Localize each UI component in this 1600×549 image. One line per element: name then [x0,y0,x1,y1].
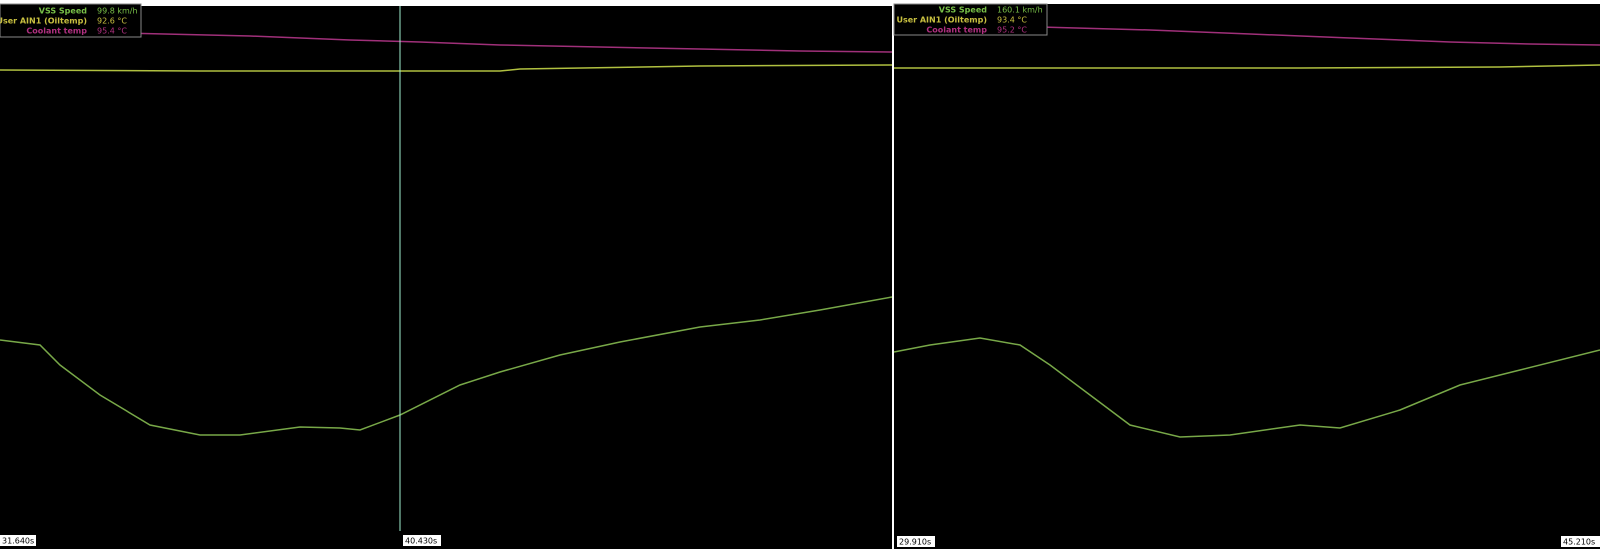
time-label-box [897,536,935,547]
start-time: 29.910s [899,538,931,547]
top-border [0,4,892,6]
legend-value: 95.4 °C [97,27,127,36]
oiltemp-trace [894,64,1600,69]
plot-area [0,6,892,531]
legend-box [893,3,1048,36]
legend-name: VSS Speed [939,6,987,15]
legend-box [0,3,142,38]
legend-value: 92.6 °C [97,17,127,26]
legend-name: VSS Speed [39,7,87,16]
legend-value: 160.1 km/h [997,6,1043,15]
left-panel: VSS Speed 99.8 km/h User AIN1 (Oiltemp) … [0,3,893,549]
speed-trace [0,296,893,436]
speed-trace [893,337,1600,438]
legend-value: 99.8 km/h [97,7,138,16]
end-time: 45.210s [1563,538,1595,547]
legend-value: 95.2 °C [997,26,1027,35]
right-panel: VSS Speed 160.1 km/h User AIN1 (Oiltemp)… [893,3,1600,549]
legend-value: 93.4 °C [997,16,1027,25]
coolant-trace [1039,26,1600,46]
legend-name: User AIN1 (Oiltemp) [896,16,987,25]
legend-name: Coolant temp [926,26,987,35]
legend-name: Coolant temp [26,27,87,36]
time-label-box [403,535,441,546]
oiltemp-trace [0,64,893,72]
plot-area [894,4,1600,531]
start-time: 31.640s [2,537,34,546]
cursor-time: 40.430s [405,537,437,546]
coolant-trace [0,31,893,53]
time-bar [0,531,892,549]
time-label-box [0,535,36,546]
time-bar [894,531,1600,549]
legend-name: User AIN1 (Oiltemp) [0,17,87,26]
divider [892,0,894,549]
time-label-box [1561,536,1600,547]
